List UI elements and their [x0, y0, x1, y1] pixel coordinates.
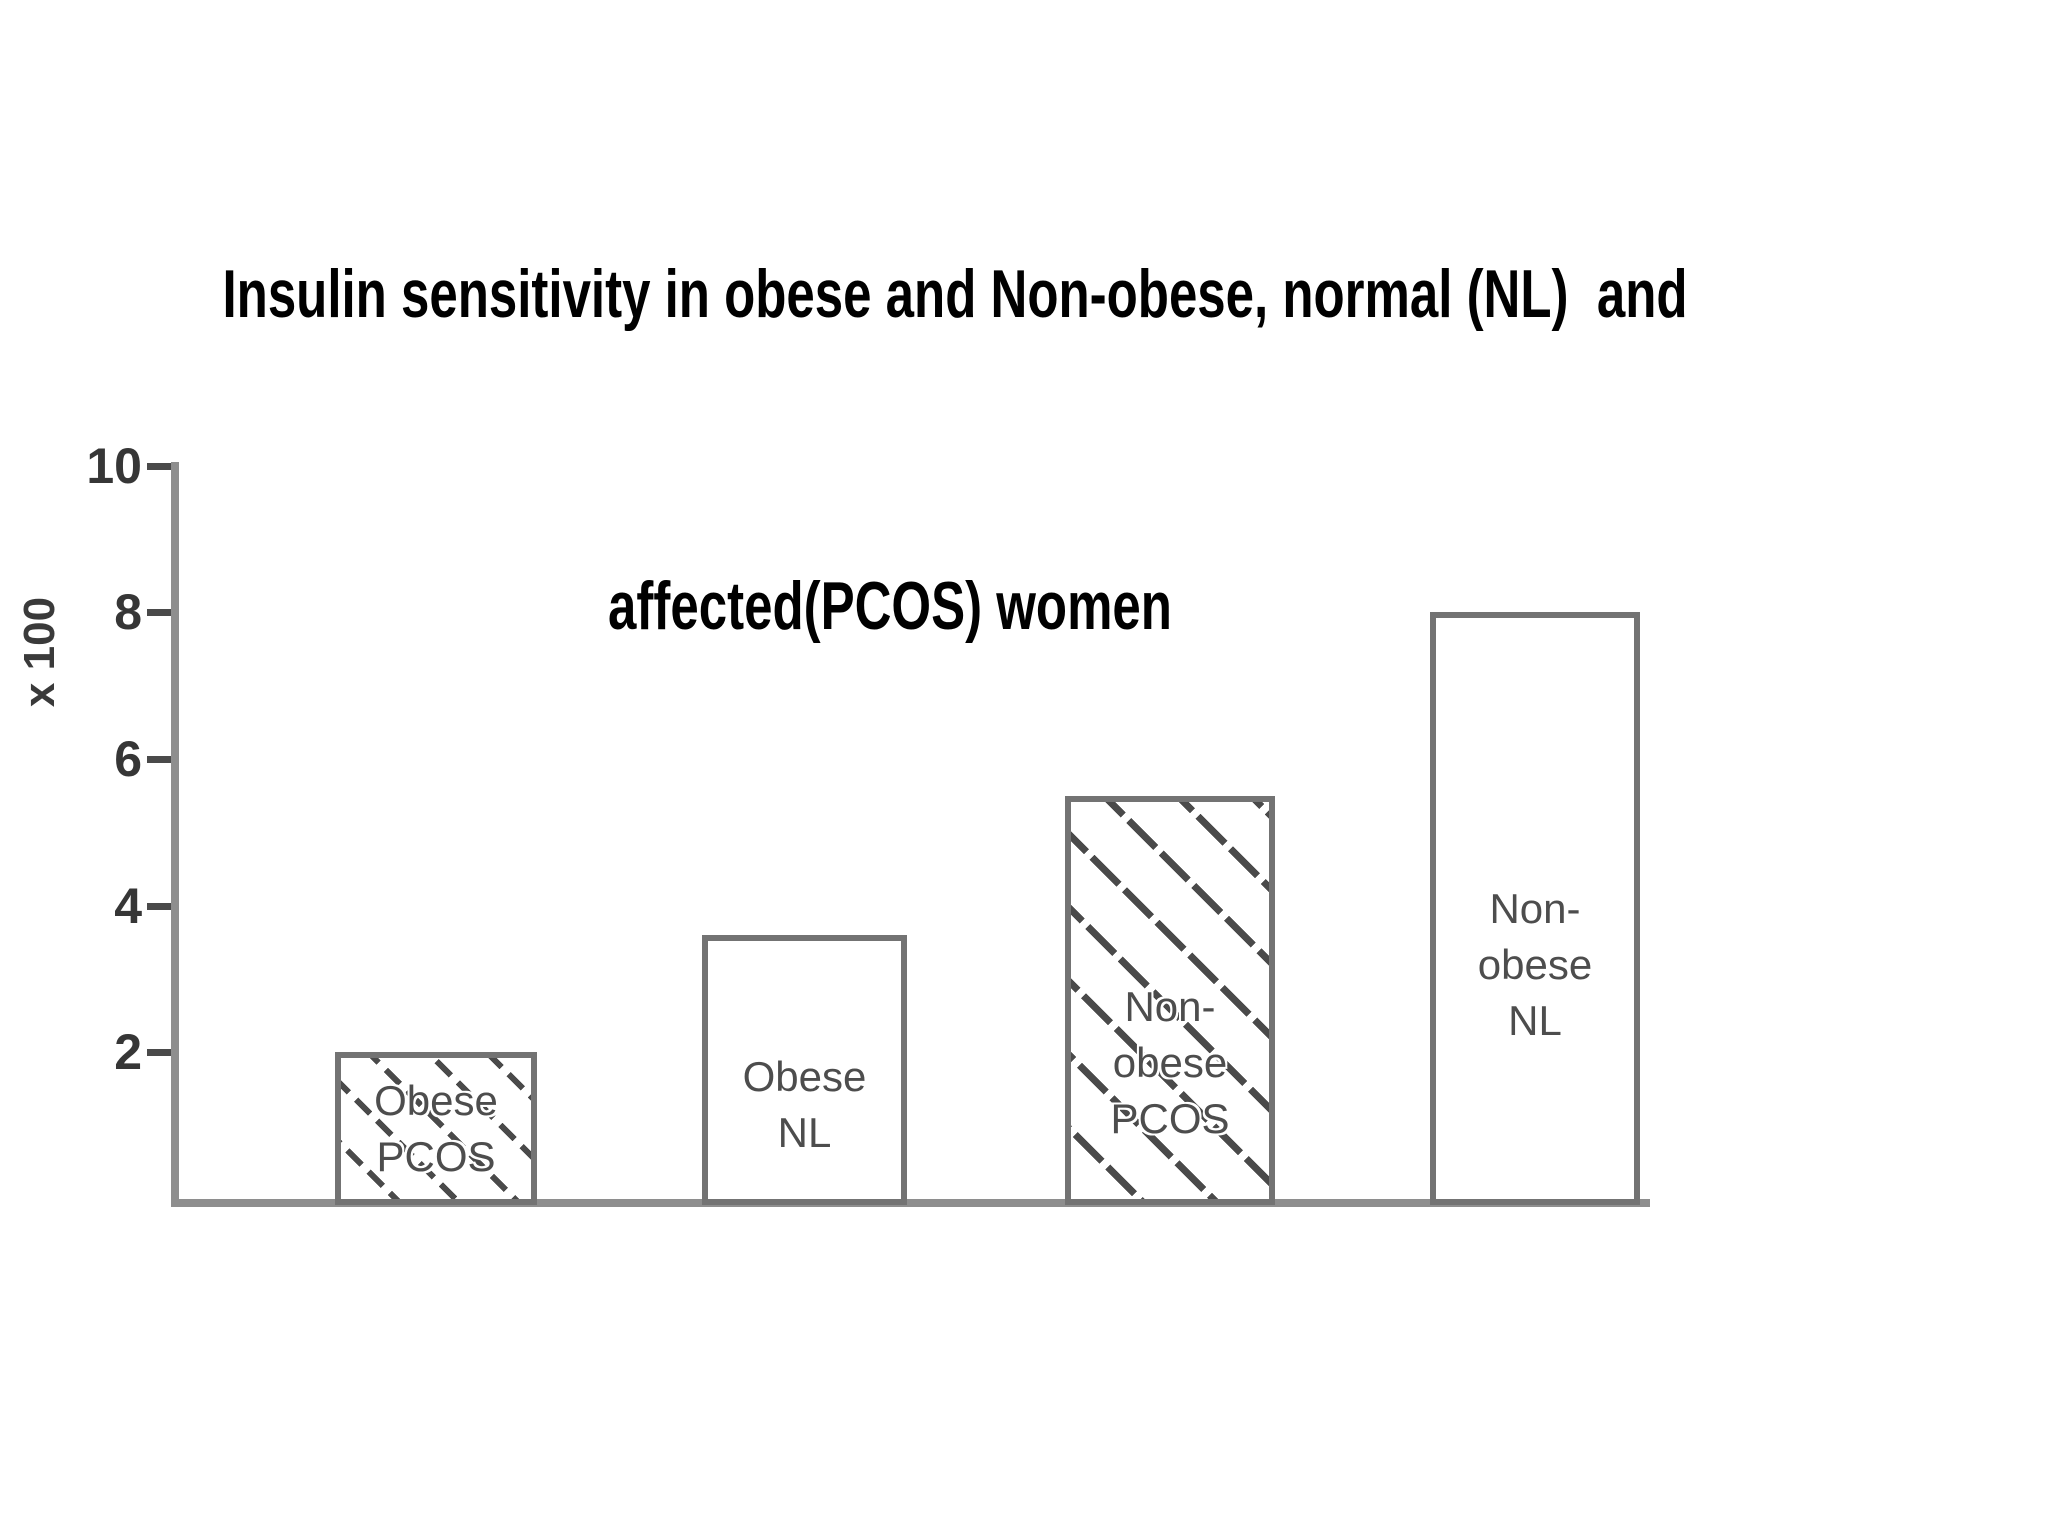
y-tick-mark — [147, 609, 171, 616]
bar-label-line: obese — [1112, 1039, 1228, 1086]
bar-label: Obese PCOS — [341, 1073, 531, 1185]
y-tick-label: 6 — [114, 731, 142, 787]
y-tick-label: 4 — [114, 878, 142, 934]
x-axis-line — [171, 1199, 1650, 1207]
bar-label: Non-obese PCOS — [1071, 979, 1269, 1147]
bar-non-obese-nl: Non-obese NL — [1430, 612, 1640, 1205]
y-tick-label: 10 — [86, 438, 142, 494]
bar-label: Non-obese NL — [1436, 881, 1634, 1049]
bar-label-line: PCOS — [376, 1133, 496, 1180]
y-tick-mark — [147, 756, 171, 763]
chart-title-line-2: affected(PCOS) women — [608, 568, 1172, 644]
bar-label-line: Obese — [374, 1077, 498, 1124]
y-tick-label: 2 — [114, 1024, 142, 1080]
bar-label: Obese NL — [708, 1049, 901, 1161]
bar-obese-nl: Obese NL — [702, 935, 907, 1205]
bar-label-line: PCOS — [1110, 1095, 1230, 1142]
bar-label-line: Obese — [742, 1053, 867, 1100]
bar-label-line: NL — [1508, 997, 1562, 1044]
bar-label-line: NL — [777, 1109, 832, 1156]
bar-label-line: Non- — [1124, 983, 1216, 1030]
bar-label-line: obese — [1477, 941, 1593, 988]
y-tick-mark — [147, 463, 171, 470]
bar-non-obese-pcos: Non-obese PCOS — [1065, 796, 1275, 1205]
bar-obese-pcos: Obese PCOS — [335, 1052, 537, 1205]
y-tick-mark — [147, 903, 171, 910]
bar-label-line: Non- — [1489, 885, 1581, 932]
y-tick-label: 8 — [114, 584, 142, 640]
y-tick-mark — [147, 1049, 171, 1056]
y-axis-line — [171, 462, 179, 1207]
